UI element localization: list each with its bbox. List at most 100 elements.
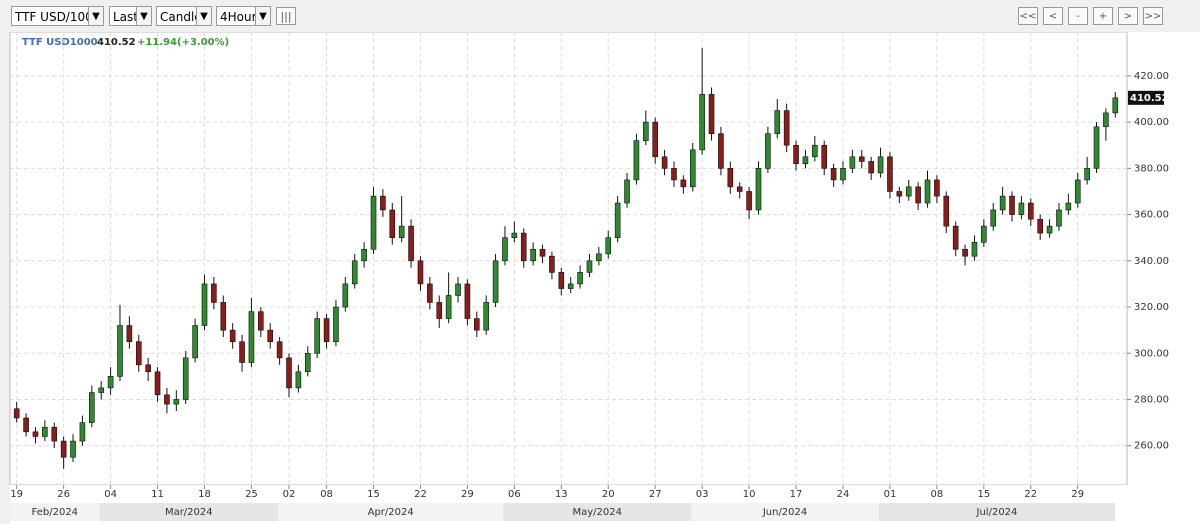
candle-body xyxy=(934,179,940,197)
candle-body xyxy=(445,295,452,319)
nav-button[interactable]: << xyxy=(1018,7,1038,25)
candle-body xyxy=(727,168,734,188)
y-tick-label: 320.00 xyxy=(1134,302,1169,313)
candle-body xyxy=(427,283,433,303)
month-label: Feb/2024 xyxy=(32,507,79,518)
symbol-select[interactable]: TTF USD/100 ▼ xyxy=(11,6,104,26)
indicator-button[interactable]: ||| xyxy=(276,7,296,25)
candle-body xyxy=(643,121,649,141)
candle-body xyxy=(201,283,208,326)
candle-body xyxy=(42,426,48,437)
nav-button[interactable]: < xyxy=(1043,7,1063,25)
x-tick-label: 26 xyxy=(57,489,70,500)
month-label: Jul/2024 xyxy=(976,507,1018,518)
candle-body xyxy=(840,168,846,181)
x-tick-label: 27 xyxy=(649,489,662,500)
candle-body xyxy=(868,161,874,174)
month-band xyxy=(10,503,100,521)
x-tick-label: 17 xyxy=(790,489,803,500)
candle-body xyxy=(614,202,621,238)
select-text: TTF USD/100 xyxy=(15,10,93,24)
candle-body xyxy=(32,431,39,437)
candle-body xyxy=(708,94,715,134)
candle-body xyxy=(135,341,142,366)
candle-body xyxy=(258,311,264,331)
nav-button[interactable]: - xyxy=(1068,7,1088,25)
x-tick-label: 13 xyxy=(555,489,568,500)
candle-body xyxy=(887,156,893,192)
candle-body xyxy=(558,272,565,289)
candle-body xyxy=(1018,202,1025,215)
nav-button[interactable]: >> xyxy=(1143,7,1163,25)
candle-body xyxy=(370,195,377,250)
price-select[interactable]: Last ▼ xyxy=(109,6,152,26)
candle-body xyxy=(624,179,630,204)
candle-body xyxy=(229,329,236,343)
candle-body xyxy=(952,225,959,250)
candle-body xyxy=(671,168,677,181)
arrow: ▼ xyxy=(88,7,103,25)
candle-body xyxy=(802,156,809,165)
candle-body xyxy=(755,168,762,211)
candle-body xyxy=(1065,202,1072,211)
x-tick-label: 08 xyxy=(320,489,333,500)
candle-body xyxy=(314,318,320,354)
candle-body xyxy=(858,156,865,162)
x-tick-label: 19 xyxy=(10,489,23,500)
month-band xyxy=(878,503,1115,521)
x-tick-label: 15 xyxy=(367,489,380,500)
candle-body xyxy=(182,357,189,400)
y-tick-label: 380.00 xyxy=(1134,163,1169,174)
y-tick-label: 280.00 xyxy=(1134,394,1169,405)
month-band xyxy=(99,503,278,521)
candle-body xyxy=(408,225,414,262)
candle-body xyxy=(774,110,781,134)
candle-body xyxy=(89,392,95,423)
x-tick-label: 11 xyxy=(151,489,164,500)
candle-body xyxy=(699,94,705,151)
candle-body xyxy=(971,242,978,257)
candle-body xyxy=(765,133,771,169)
y-tick-label: 360.00 xyxy=(1134,210,1169,221)
candle-body xyxy=(661,156,668,169)
select-text: 4Hour xyxy=(220,10,257,24)
candle-body xyxy=(361,248,367,262)
candle-body xyxy=(1046,225,1053,234)
nav-button[interactable]: > xyxy=(1118,7,1138,25)
candle-body xyxy=(1093,126,1100,169)
candle-body xyxy=(1103,112,1109,128)
candle-body xyxy=(586,260,593,273)
candle-body xyxy=(295,371,302,389)
candle-body xyxy=(211,283,217,303)
candle-body xyxy=(511,232,518,238)
candle-body xyxy=(1056,209,1062,227)
select-text: Last xyxy=(113,10,138,24)
candle-body xyxy=(905,186,912,197)
type-select[interactable]: Candle ▼ xyxy=(156,6,212,26)
plot-area xyxy=(9,32,1128,486)
candle-body xyxy=(520,232,527,262)
candle-body xyxy=(60,440,67,458)
candle-body xyxy=(1112,97,1119,114)
interval-select[interactable]: 4Hour ▼ xyxy=(216,6,271,26)
y-tick-label: 420.00 xyxy=(1134,71,1169,82)
nav-button[interactable]: + xyxy=(1093,7,1113,25)
x-tick-label: 15 xyxy=(977,489,990,500)
x-tick-label: 20 xyxy=(602,489,615,500)
month-band xyxy=(691,503,879,521)
candle-body xyxy=(323,318,330,343)
candle-body xyxy=(51,426,58,442)
candle-body xyxy=(1027,202,1034,220)
candle-body xyxy=(23,417,29,433)
month-label: May/2024 xyxy=(573,507,623,518)
candle-body xyxy=(192,325,198,359)
candle-body xyxy=(173,399,180,405)
candle-body xyxy=(304,352,311,373)
candle-body xyxy=(812,144,818,158)
candle-body xyxy=(436,302,443,319)
candle-body xyxy=(924,179,931,204)
x-tick-label: 22 xyxy=(1024,489,1037,500)
x-tick-label: 06 xyxy=(508,489,521,500)
candle-body xyxy=(990,209,997,227)
arrow: ▼ xyxy=(196,7,211,25)
